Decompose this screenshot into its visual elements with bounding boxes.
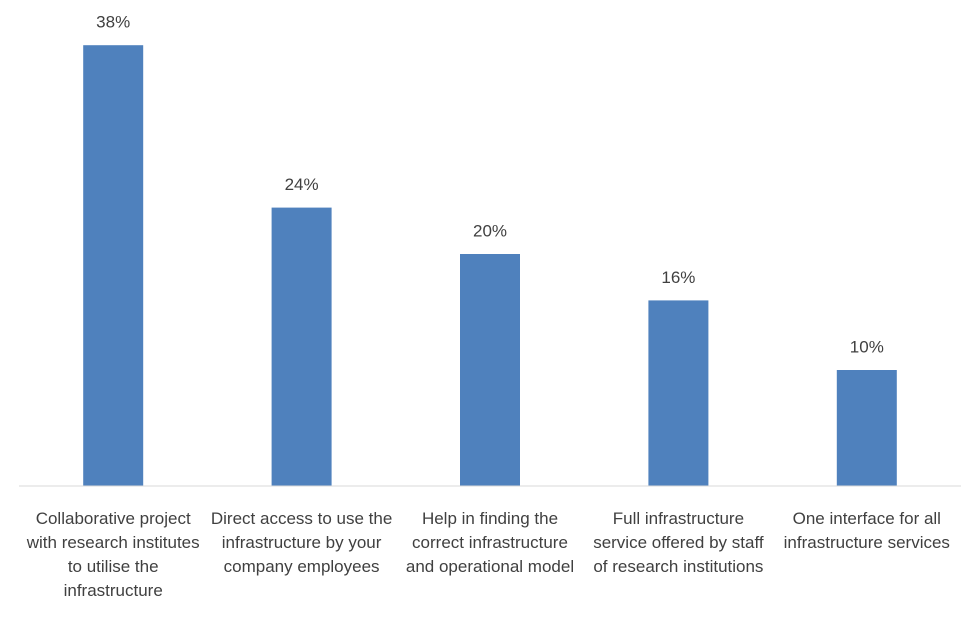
data-label: 24% [285, 175, 319, 194]
bar [83, 45, 144, 486]
label-line: to utilise the [68, 557, 159, 576]
label-line: One interface for all [793, 509, 941, 528]
x-tick-label: Collaborative project with research insti… [26, 509, 200, 600]
x-tick-label: Direct access to use the infrastructure b… [211, 509, 392, 576]
x-tick-label: One interface for all infrastructure serv… [784, 509, 950, 552]
label-line: service offered by staff [593, 533, 764, 552]
label-line: Full infrastructure [613, 509, 744, 528]
label-line: and operational model [406, 557, 574, 576]
bar [271, 207, 332, 486]
label-line: Direct access to use the [211, 509, 392, 528]
label-line: Help in finding the [422, 509, 558, 528]
x-tick-label: Help in finding the correct infrastructur… [406, 509, 574, 576]
label-line: correct infrastructure [412, 533, 568, 552]
label-line: infrastructure services [784, 533, 950, 552]
bar [460, 254, 520, 486]
label-line: Collaborative project [36, 509, 191, 528]
data-label: 20% [473, 221, 507, 240]
label-line: with research institutes [26, 533, 200, 552]
label-line: infrastructure [64, 581, 163, 600]
label-line: company employees [224, 557, 380, 576]
label-line: of research institutions [593, 557, 763, 576]
x-tick-label: Full infrastructure service offered by st… [593, 509, 764, 576]
data-label: 38% [96, 13, 130, 32]
data-label: 10% [850, 337, 884, 356]
data-label: 16% [661, 268, 695, 287]
bar [648, 300, 709, 486]
bar [836, 370, 897, 486]
label-line: infrastructure by your [222, 533, 382, 552]
